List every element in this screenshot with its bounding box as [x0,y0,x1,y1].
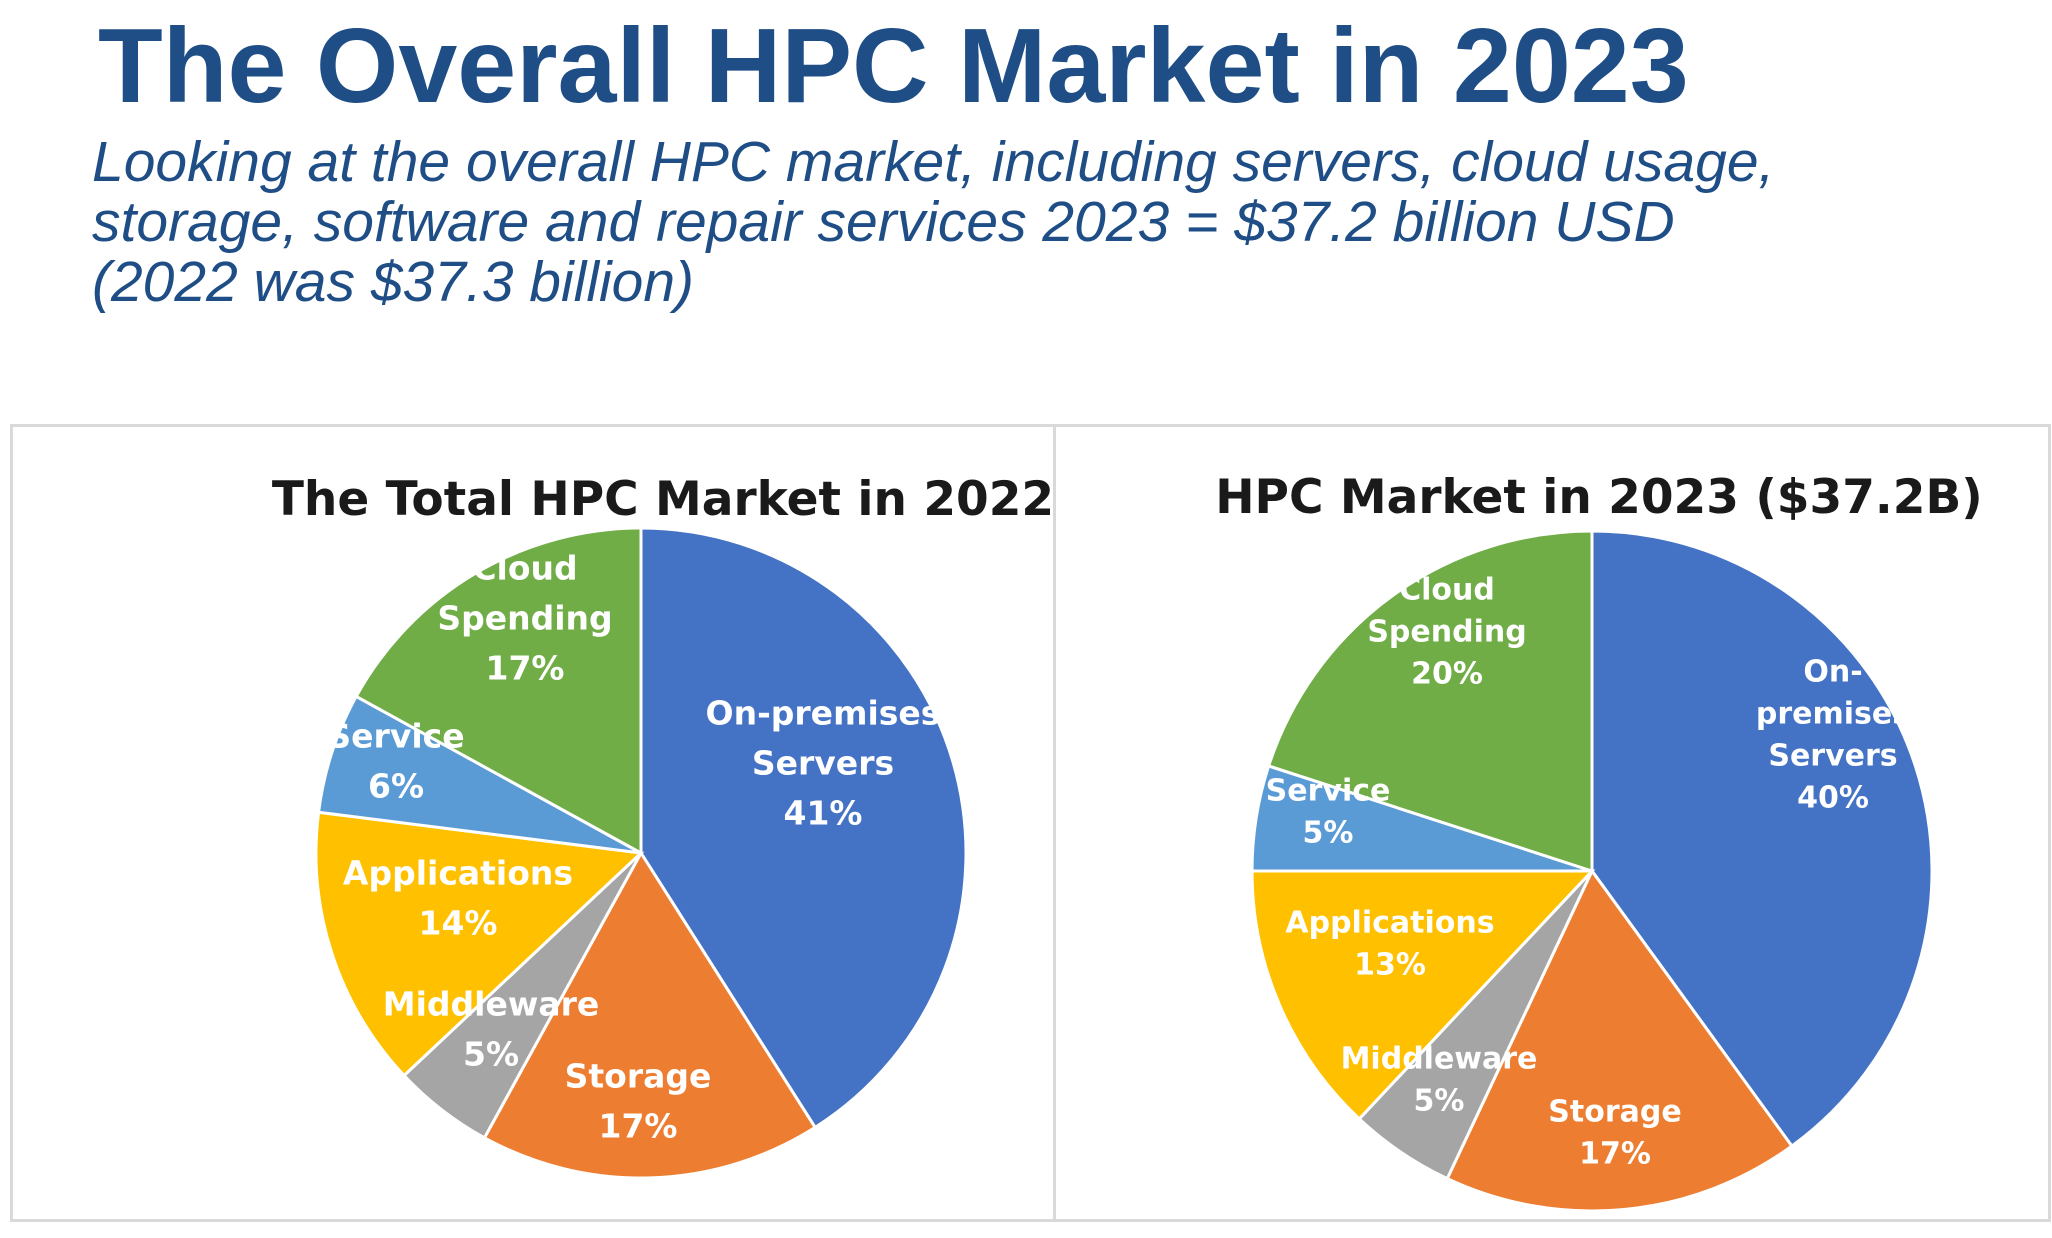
slice-percent-label: 13% [1354,948,1426,983]
chart-panel-2022: The Total HPC Market in 2022 On-premises S… [10,424,1056,1222]
slice-category-label: Applications [343,854,573,893]
slice-percent-label: 5% [1414,1084,1465,1119]
slice-label-cloud-spending: Cloud Spending 17% [437,549,612,688]
slice-percent-label: 17% [486,649,565,688]
pie-slices [314,526,968,1180]
slice-percent-label: 17% [599,1107,678,1146]
slice-category-label: On- [1803,655,1862,690]
page-title: The Overall HPC Market in 2023 [98,7,1689,125]
slice-label-applications: Applications 14% [343,854,573,943]
pie-slices [1250,529,1934,1213]
slice-category-label: Storage [1548,1095,1681,1130]
subtitle-line: storage, software and repair services 20… [92,190,1675,254]
pie-slice-applications [314,810,645,1078]
slice-category-label: Applications [1285,906,1494,941]
pie-slice-applications [1250,869,1596,1121]
pie-slice-service [316,694,642,855]
slice-category-label: Middleware [1341,1042,1538,1077]
slice-category-label: Storage [565,1057,712,1096]
slice-category-label: Service [1266,774,1391,809]
slice-label-on-premises-servers: On-premises Servers 41% [706,694,941,833]
pie-slice-storage [1445,868,1794,1213]
subtitle-line: Looking at the overall HPC market, inclu… [92,130,1775,194]
slice-category-label: premises [1756,697,1910,732]
slice-label-service: Service 5% [1266,774,1391,851]
slice-label-service: Service 6% [327,717,464,806]
slice-percent-label: 40% [1797,781,1869,816]
slice-percent-label: 14% [419,904,498,943]
slice-percent-label: 41% [784,794,863,833]
pie-chart-2022: The Total HPC Market in 2022 On-premises S… [272,472,1053,1180]
slice-percent-label: 20% [1411,657,1483,692]
pie-slice-cloud-spending [1266,529,1594,874]
chart-panel-2023: HPC Market in 2023 ($37.2B) On-premises Se… [1053,424,2051,1222]
slice-category-label: Servers [752,744,894,783]
pie-slice-cloud-spending [354,526,643,856]
slice-label-applications: Applications 13% [1285,906,1494,983]
pie-slice-storage [482,850,818,1180]
chart-title: HPC Market in 2023 ($37.2B) [1215,470,1983,525]
slice-label-storage: Storage 17% [1548,1095,1681,1172]
slice-category-label: On-premises [706,694,941,733]
slice-label-middleware: Middleware 5% [1341,1042,1538,1119]
slice-label-middleware: Middleware 5% [383,985,600,1074]
slice-category-label: Spending [437,599,612,638]
slice-category-label: Cloud [472,549,577,588]
pie-slice-on-premises-servers [1590,529,1934,1149]
page-subtitle: Looking at the overall HPC market, inclu… [92,132,1992,312]
pie-slice-on-premises-servers [639,526,968,1130]
subtitle-line: (2022 was $37.3 billion) [92,250,695,314]
pie-chart-2023: HPC Market in 2023 ($37.2B) On-premises Se… [1215,470,1983,1213]
slice-category-label: Servers [1768,739,1897,774]
slice-percent-label: 5% [463,1035,519,1074]
slice-percent-label: 5% [1303,816,1354,851]
slice-category-label: Middleware [383,985,600,1024]
chart-title: The Total HPC Market in 2022 [272,472,1053,527]
slice-label-on-premises-servers: On-premises Servers 40% [1756,655,1910,816]
slice-category-label: Spending [1367,615,1526,650]
slice-category-label: Service [327,717,464,756]
slice-percent-label: 17% [1579,1137,1651,1172]
slice-percent-label: 6% [368,767,424,806]
slice-label-storage: Storage 17% [565,1057,712,1146]
slice-category-label: Cloud [1399,573,1495,608]
slice-label-cloud-spending: Cloud Spending 20% [1367,573,1526,692]
